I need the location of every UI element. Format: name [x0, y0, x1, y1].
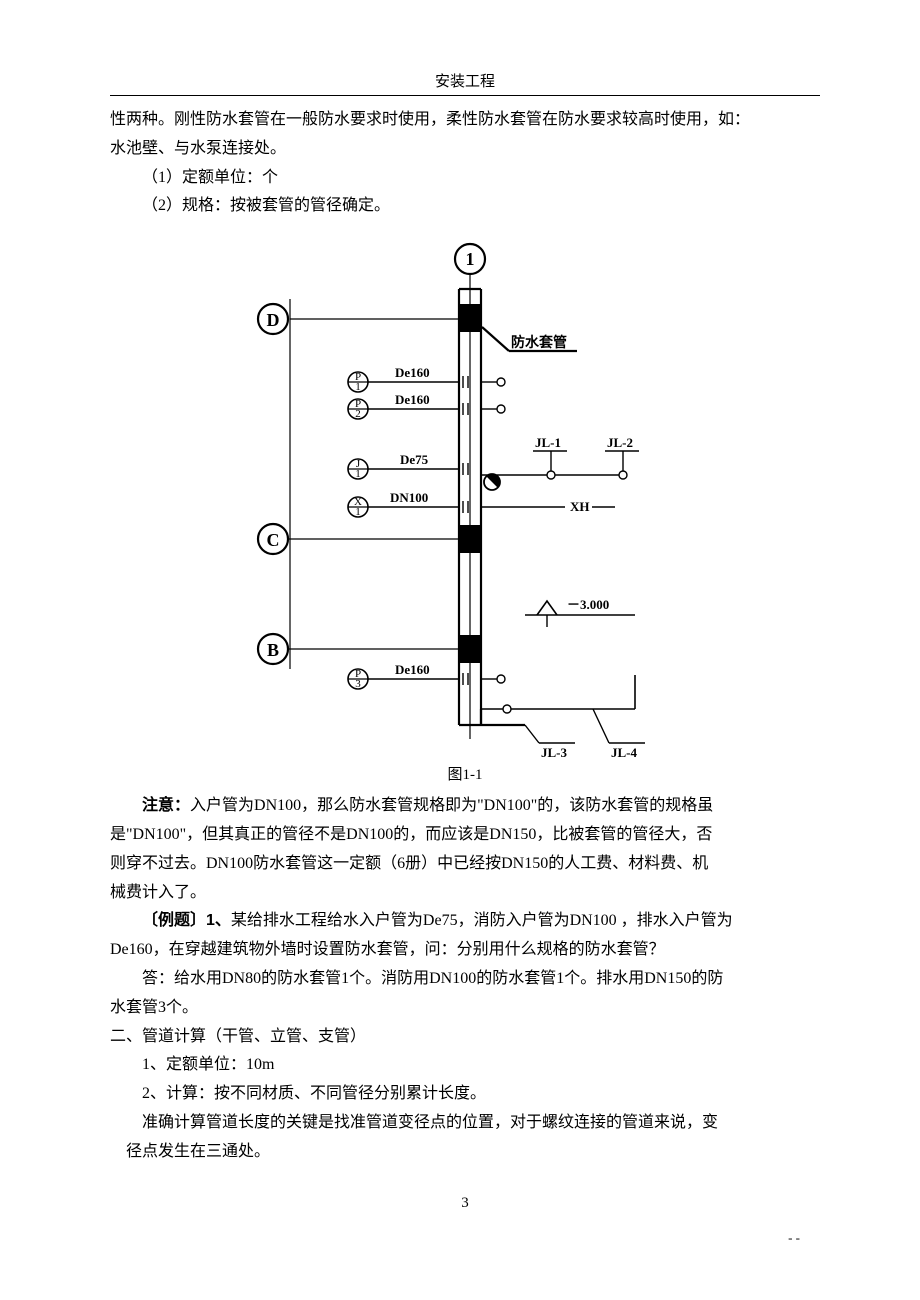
label-jl3: JL-3 — [541, 745, 568, 759]
label-de160-3: De160 — [395, 662, 430, 677]
example-line-1: 〔例题〕1、某给排水工程给水入户管为De75，消防入户管为DN100 ，排水入户… — [110, 907, 820, 936]
note-line-1: 注意：入户管为DN100，那么防水套管规格即为"DN100"的，该防水套管的规格… — [110, 792, 820, 821]
intro-line-1: 性两种。刚性防水套管在一般防水要求时使用，柔性防水套管在防水要求较高时使用，如： — [110, 106, 820, 135]
section2-p1: 准确计算管道长度的关键是找准管道变径点的位置，对于螺纹连接的管道来说，变 — [110, 1109, 820, 1138]
example-line-2: De160，在穿越建筑物外墙时设置防水套管，问：分别用什么规格的防水套管？ — [110, 936, 820, 965]
example-ans-2: 水套管3个。 — [110, 994, 820, 1023]
note-l1a: 入户管为DN100，那么防水套管规格即为"DN100"的，该防水套管的规格虽 — [190, 797, 713, 814]
intro-list-1: （1）定额单位：个 — [110, 164, 820, 193]
label-de160-2: De160 — [395, 392, 430, 407]
bottom-branches: JL-3 JL-4 — [459, 675, 645, 759]
label-xh: XH — [570, 499, 590, 514]
branch-j1: J 1 De75 — [348, 451, 627, 490]
document-page: 安装工程 性两种。刚性防水套管在一般防水要求时使用，柔性防水套管在防水要求较高时… — [0, 0, 920, 1286]
elevation-label: －3.000 — [567, 597, 609, 612]
top-marker-label: 1 — [466, 249, 475, 269]
label-de75: De75 — [400, 452, 429, 467]
figure-caption: 图1-1 — [110, 763, 820, 784]
diagram-svg: 1 D C B 防水套管 — [215, 239, 715, 759]
axis-label-b: B — [267, 640, 279, 660]
sleeve-block-c — [459, 525, 481, 553]
intro-line-2: 水池壁、与水泵连接处。 — [110, 135, 820, 164]
svg-text:1: 1 — [355, 506, 361, 518]
note-line-4: 械费计入了。 — [110, 879, 820, 908]
label-de160-1: De160 — [395, 365, 430, 380]
example-ans-1: 答：给水用DN80的防水套管1个。消防用DN100的防水套管1个。排水用DN15… — [110, 965, 820, 994]
axis-label-d: D — [267, 310, 280, 330]
section2-li2: 2、计算：按不同材质、不同管径分别累计长度。 — [110, 1080, 820, 1109]
note-prefix: 注意： — [142, 797, 190, 814]
intro-list-2: （2）规格：按被套管的管径确定。 — [110, 192, 820, 221]
section2-title: 二、管道计算（干管、立管、支管） — [110, 1023, 820, 1052]
note-line-3: 则穿不过去。DN100防水套管这一定额（6册）中已经按DN150的人工费、材料费… — [110, 850, 820, 879]
svg-text:1: 1 — [355, 381, 361, 393]
sleeve-label: 防水套管 — [511, 334, 567, 350]
page-header-title: 安装工程 — [110, 70, 820, 96]
example-prefix: 〔例题〕1、 — [142, 912, 231, 929]
svg-text:1: 1 — [355, 468, 361, 480]
axis-label-c: C — [267, 530, 280, 550]
label-jl1: JL-1 — [535, 435, 561, 450]
sleeve-block-d — [459, 304, 481, 332]
label-dn100: DN100 — [390, 490, 428, 505]
label-jl2: JL-2 — [607, 435, 633, 450]
section2-li1: 1、定额单位：10m — [110, 1051, 820, 1080]
page-number: 3 — [110, 1195, 820, 1212]
footer-mark: - - — [110, 1230, 820, 1246]
sleeve-block-b — [459, 635, 481, 663]
section2-p2: 径点发生在三通处。 — [126, 1138, 820, 1167]
elevation-mark: －3.000 — [525, 597, 635, 627]
figure-diagram: 1 D C B 防水套管 — [215, 239, 715, 759]
svg-text:2: 2 — [355, 408, 361, 420]
label-jl4: JL-4 — [611, 745, 638, 759]
example-l1a: 某给排水工程给水入户管为De75，消防入户管为DN100 ，排水入户管为 — [231, 912, 733, 929]
svg-text:3: 3 — [355, 678, 361, 690]
note-line-2: 是"DN100"，但其真正的管径不是DN100的，而应该是DN150，比被套管的… — [110, 821, 820, 850]
